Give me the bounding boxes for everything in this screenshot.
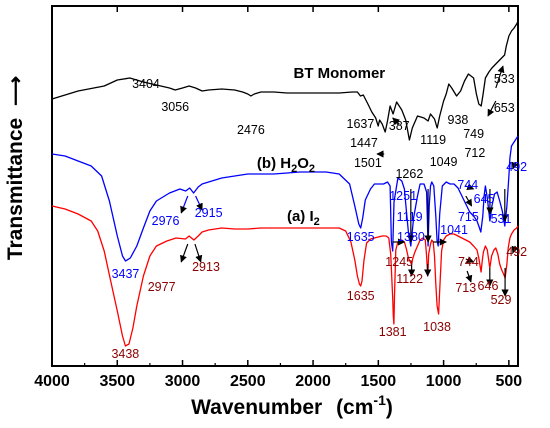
x-tick-labels: 4000 3500 3000 2500 2000 1500 1000 500 bbox=[34, 373, 522, 390]
peak-label: 1041 bbox=[440, 223, 468, 237]
x-axis-title: Wavenumber (cm-1) bbox=[191, 392, 393, 419]
peak-label: 1635 bbox=[347, 230, 375, 244]
peak-label: 533 bbox=[494, 72, 515, 86]
x-axis-unit-sup: -1 bbox=[373, 392, 386, 408]
peak-arrow bbox=[465, 256, 475, 264]
y-axis-title: Transmittance ⟶ bbox=[4, 76, 27, 260]
peak-label: 387 bbox=[389, 119, 410, 133]
peak-arrow bbox=[465, 195, 473, 207]
peak-label: 2476 bbox=[237, 123, 265, 137]
series-layer bbox=[51, 20, 519, 347]
series-label-text: (b) H bbox=[257, 155, 291, 172]
x-tick-label: 1500 bbox=[361, 373, 397, 390]
peak-label: 646 bbox=[478, 279, 499, 293]
peak-arrow bbox=[392, 117, 400, 126]
peak-label: 3404 bbox=[132, 77, 160, 91]
x-tick-label: 1000 bbox=[426, 373, 462, 390]
peak-label: 1501 bbox=[354, 156, 382, 170]
plot-frame bbox=[51, 5, 519, 367]
peak-label: 2976 bbox=[152, 214, 180, 228]
peak-arrow bbox=[487, 100, 497, 117]
peak-label: 3438 bbox=[111, 347, 139, 361]
series-label-sub: 2 bbox=[291, 163, 297, 175]
peak-label: 492 bbox=[506, 160, 527, 174]
peak-label: 3437 bbox=[112, 267, 140, 281]
series-labels: BT Monomer(b) H2O2(a) I2 bbox=[257, 65, 385, 228]
y-axis-arrow: ⟶ bbox=[4, 76, 27, 106]
peak-label: 1381 bbox=[379, 325, 407, 339]
peak-arrows bbox=[180, 65, 519, 297]
y-axis-title-text: Transmittance bbox=[4, 118, 27, 260]
peak-label: 3056 bbox=[161, 100, 189, 114]
x-tick-label: 2500 bbox=[230, 373, 266, 390]
peak-label: 715 bbox=[458, 210, 479, 224]
peak-arrow bbox=[511, 161, 519, 170]
peak-label: 938 bbox=[448, 113, 469, 127]
peak-label: 492 bbox=[506, 245, 527, 259]
peak-label: 645 bbox=[474, 192, 495, 206]
peak-arrow bbox=[465, 270, 473, 283]
series-label-mid: O bbox=[297, 155, 309, 172]
x-tick-label: 3500 bbox=[99, 373, 135, 390]
peak-label: 1262 bbox=[395, 167, 423, 181]
peak-label: 2977 bbox=[148, 280, 176, 294]
peak-label: 712 bbox=[464, 146, 485, 160]
x-axis-unit: (cm bbox=[336, 396, 373, 419]
series-label-sub: 2 bbox=[314, 216, 320, 228]
peak-label: 2913 bbox=[192, 260, 220, 274]
series-label: (a) I2 bbox=[287, 208, 320, 228]
peak-label: 744 bbox=[458, 255, 479, 269]
peak-label: 1447 bbox=[350, 136, 378, 150]
peak-label: 531 bbox=[491, 212, 512, 226]
peak-label: 1122 bbox=[396, 272, 423, 286]
peak-arrow bbox=[180, 195, 189, 214]
peak-label: 1245 bbox=[385, 255, 413, 269]
peak-label: 1635 bbox=[347, 289, 375, 303]
peak-label: 1380 bbox=[397, 230, 425, 244]
peak-label: 1119 bbox=[397, 210, 423, 224]
peak-label: 2915 bbox=[195, 206, 223, 220]
x-tick-label: 500 bbox=[496, 373, 523, 390]
series-label: BT Monomer bbox=[293, 65, 385, 82]
series-label-sub2: 2 bbox=[309, 163, 315, 175]
peak-label: 529 bbox=[491, 293, 512, 307]
plot-border bbox=[51, 5, 519, 367]
peak-arrow bbox=[511, 245, 519, 254]
series-label-text: (a) I bbox=[287, 208, 314, 225]
series-line bbox=[51, 135, 519, 262]
peak-label: 1049 bbox=[430, 155, 458, 169]
x-axis-title-text: Wavenumber bbox=[191, 396, 322, 419]
peak-label: 744 bbox=[457, 178, 478, 192]
x-tick-label: 2000 bbox=[295, 373, 331, 390]
peak-label: 653 bbox=[494, 101, 515, 115]
series-line bbox=[51, 20, 519, 141]
peak-label: 1119 bbox=[420, 133, 446, 147]
series-label: (b) H2O2 bbox=[257, 155, 315, 175]
peak-label: 1038 bbox=[423, 320, 451, 334]
peak-arrow bbox=[195, 195, 203, 211]
peak-arrow bbox=[495, 65, 505, 89]
peak-label: 749 bbox=[463, 127, 484, 141]
x-axis-unit-close: ) bbox=[386, 396, 393, 419]
x-tick-label: 4000 bbox=[34, 373, 70, 390]
peak-arrow bbox=[465, 183, 475, 191]
peak-arrow bbox=[194, 243, 203, 263]
x-tick-label: 3000 bbox=[165, 373, 201, 390]
peak-label: 1637 bbox=[347, 117, 375, 131]
peak-arrow bbox=[180, 243, 189, 263]
peak-label: 1251 bbox=[389, 189, 417, 203]
peak-label: 713 bbox=[455, 281, 476, 295]
